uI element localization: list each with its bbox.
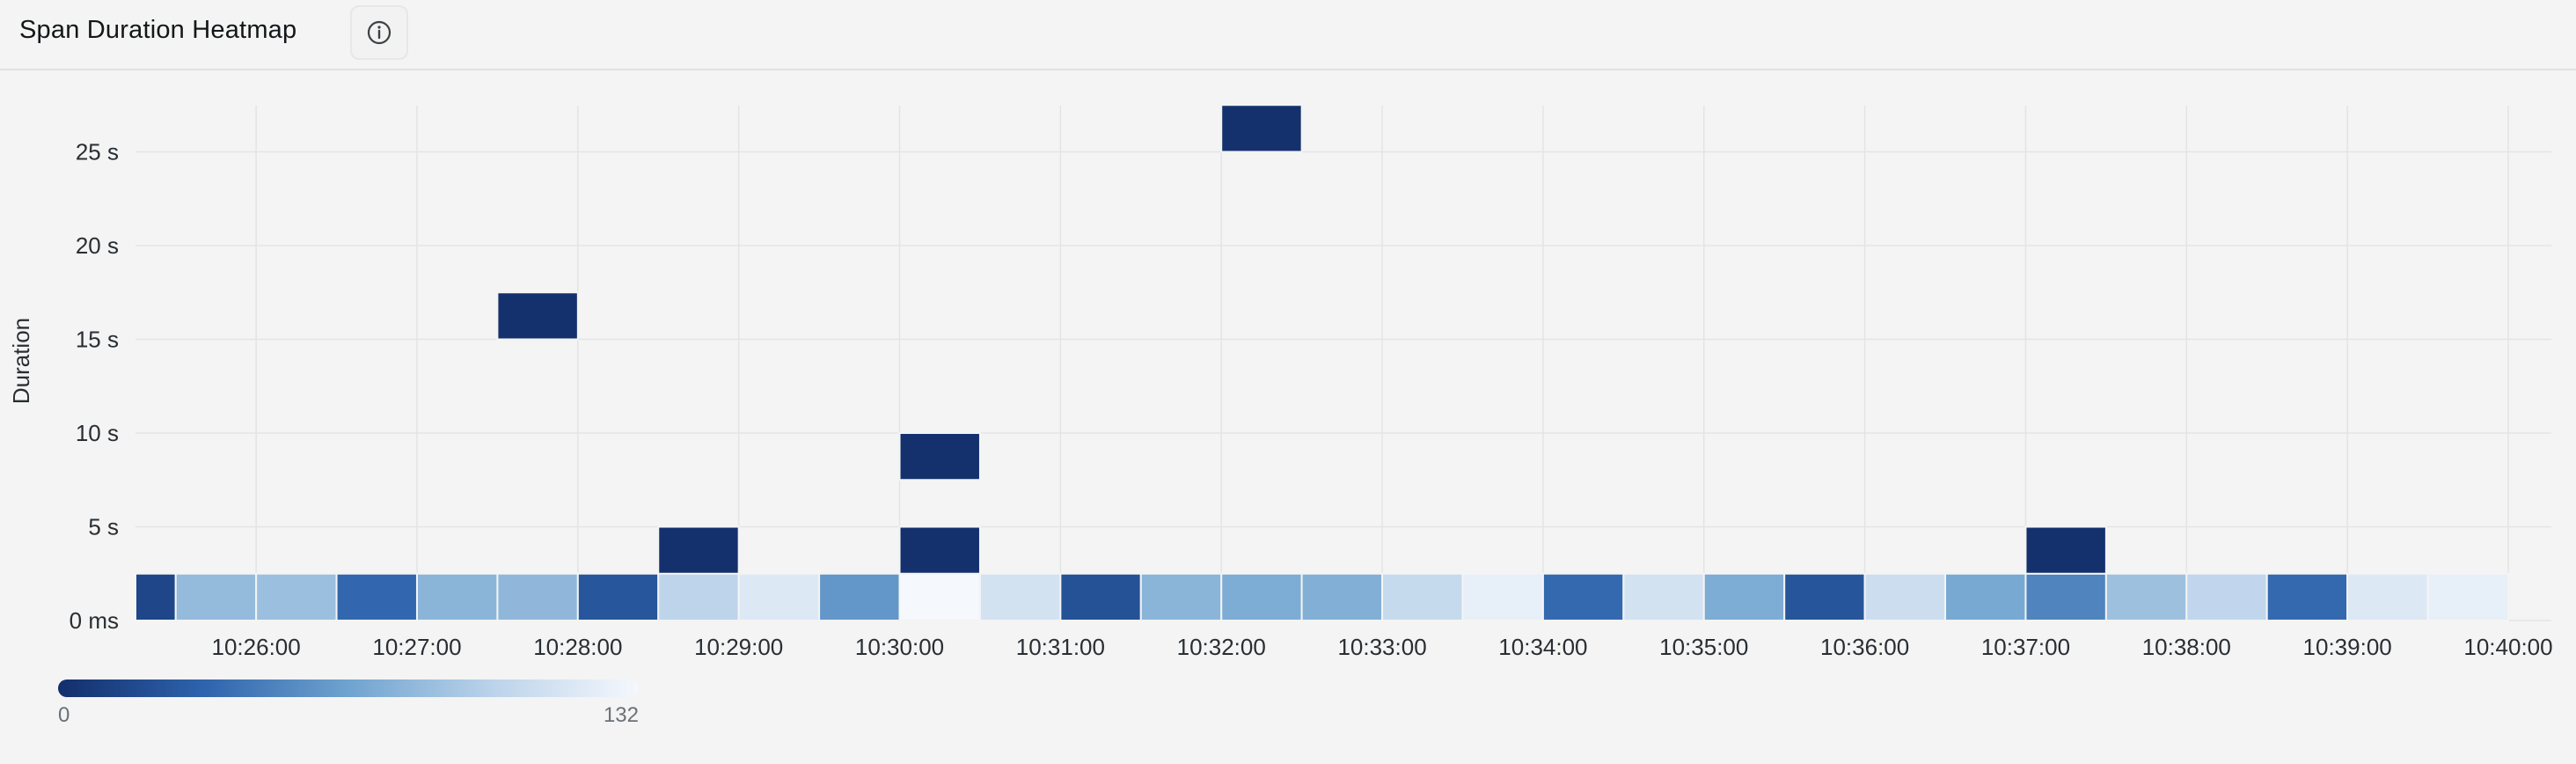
y-axis-title: Duration bbox=[8, 318, 34, 404]
x-tick-label: 10:31:00 bbox=[1016, 634, 1105, 660]
heatmap-cell[interactable] bbox=[898, 432, 981, 481]
info-circle-icon bbox=[367, 20, 392, 45]
heatmap-cell[interactable] bbox=[2024, 572, 2107, 621]
heatmap-cells bbox=[135, 104, 2509, 621]
heatmap-cell[interactable] bbox=[1300, 572, 1384, 621]
x-tick-label: 10:29:00 bbox=[694, 634, 783, 660]
heatmap-cell[interactable] bbox=[1139, 572, 1223, 621]
heatmap-cell[interactable] bbox=[657, 572, 740, 621]
x-axis: 10:26:00 10:27:00 10:28:00 10:29:00 10:30:00… bbox=[212, 634, 2553, 660]
heatmap-cell[interactable] bbox=[2346, 572, 2429, 621]
heatmap-chart: 0 ms 5 s 10 s 15 s 20 s 25 s 10:26:00 10:27:00… bbox=[8, 104, 2553, 727]
heatmap-cell[interactable] bbox=[2024, 525, 2107, 575]
x-tick-label: 10:36:00 bbox=[1820, 634, 1909, 660]
heatmap-cell[interactable] bbox=[1622, 572, 1705, 621]
y-tick-label: 20 s bbox=[76, 232, 119, 259]
heatmap-cell[interactable] bbox=[1461, 572, 1544, 621]
info-button[interactable] bbox=[350, 5, 408, 60]
panel-header: Span Duration Heatmap bbox=[0, 0, 2576, 70]
color-legend: 0 132 bbox=[58, 680, 639, 727]
heatmap-cell[interactable] bbox=[2265, 572, 2349, 621]
heatmap-cell[interactable] bbox=[2104, 572, 2188, 621]
y-tick-label: 5 s bbox=[88, 514, 119, 540]
heatmap-cell[interactable] bbox=[978, 572, 1062, 621]
heatmap-cell[interactable] bbox=[1944, 572, 2027, 621]
heatmap-cell[interactable] bbox=[496, 291, 579, 341]
heatmap-cell[interactable] bbox=[2426, 572, 2509, 621]
heatmap-cell[interactable] bbox=[657, 525, 740, 575]
heatmap-cell[interactable] bbox=[174, 572, 258, 621]
color-legend-bar bbox=[58, 680, 639, 697]
x-tick-label: 10:33:00 bbox=[1337, 634, 1426, 660]
heatmap-cell[interactable] bbox=[1783, 572, 1866, 621]
heatmap-cell[interactable] bbox=[1059, 572, 1142, 621]
x-tick-label: 10:34:00 bbox=[1498, 634, 1587, 660]
legend-max-label: 132 bbox=[604, 703, 639, 727]
heatmap-cell[interactable] bbox=[737, 572, 821, 621]
x-tick-label: 10:26:00 bbox=[212, 634, 301, 660]
heatmap-cell[interactable] bbox=[818, 572, 901, 621]
y-axis: 0 ms 5 s 10 s 15 s 20 s 25 s bbox=[70, 139, 119, 635]
x-tick-label: 10:35:00 bbox=[1659, 634, 1748, 660]
y-tick-label: 10 s bbox=[76, 420, 119, 446]
grid-lines bbox=[135, 106, 2551, 621]
heatmap-cell[interactable] bbox=[1381, 572, 1464, 621]
heatmap-cell[interactable] bbox=[1863, 572, 1947, 621]
heatmap-cell[interactable] bbox=[496, 572, 579, 621]
heatmap-cell[interactable] bbox=[898, 572, 981, 621]
y-tick-label: 25 s bbox=[76, 139, 119, 165]
y-tick-label: 0 ms bbox=[70, 607, 119, 634]
heatmap-cell[interactable] bbox=[135, 572, 177, 621]
heatmap-cell[interactable] bbox=[255, 572, 338, 621]
heatmap-cell[interactable] bbox=[1220, 572, 1303, 621]
panel-title: Span Duration Heatmap bbox=[19, 16, 297, 44]
x-tick-label: 10:40:00 bbox=[2463, 634, 2552, 660]
x-tick-label: 10:37:00 bbox=[1981, 634, 2070, 660]
x-tick-label: 10:39:00 bbox=[2303, 634, 2392, 660]
y-tick-label: 15 s bbox=[76, 327, 119, 353]
legend-min-label: 0 bbox=[58, 703, 70, 727]
heatmap-cell[interactable] bbox=[415, 572, 499, 621]
heatmap-cell[interactable] bbox=[1702, 572, 1786, 621]
x-tick-label: 10:27:00 bbox=[372, 634, 461, 660]
heatmap-cell[interactable] bbox=[1220, 104, 1303, 153]
heatmap-cell[interactable] bbox=[2185, 572, 2268, 621]
heatmap-cell[interactable] bbox=[335, 572, 418, 621]
x-tick-label: 10:30:00 bbox=[855, 634, 944, 660]
x-tick-label: 10:28:00 bbox=[533, 634, 622, 660]
x-tick-label: 10:32:00 bbox=[1177, 634, 1266, 660]
heatmap-cell[interactable] bbox=[1541, 572, 1625, 621]
heatmap-cell[interactable] bbox=[576, 572, 660, 621]
heatmap-cell[interactable] bbox=[898, 525, 981, 575]
x-tick-label: 10:38:00 bbox=[2142, 634, 2231, 660]
